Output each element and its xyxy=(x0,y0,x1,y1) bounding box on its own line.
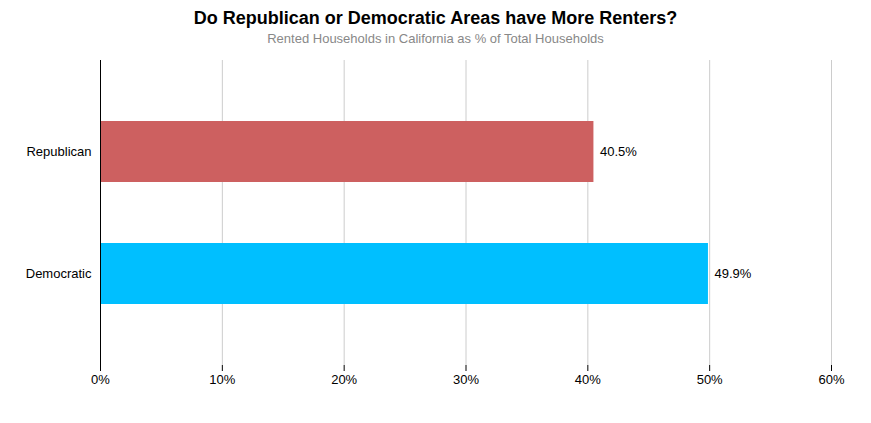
svg-text:Democratic: Democratic xyxy=(26,266,92,281)
html-text:Do Republican or Democratic Ar: Do Republican or Democratic Areas have M… xyxy=(193,8,678,28)
svg-text:40.5%: 40.5% xyxy=(600,144,637,159)
svg-text:50%: 50% xyxy=(697,372,723,387)
svg-text:10%: 10% xyxy=(209,372,235,387)
svg-text:30%: 30% xyxy=(453,372,479,387)
svg-text:0%: 0% xyxy=(91,372,110,387)
svg-text:Republican: Republican xyxy=(26,144,91,159)
html-text:Rented Households in Californi: Rented Households in California as % of … xyxy=(267,31,604,46)
svg-text:60%: 60% xyxy=(818,372,844,387)
svg-text:40%: 40% xyxy=(575,372,601,387)
svg-text:20%: 20% xyxy=(331,372,357,387)
svg-text:49.9%: 49.9% xyxy=(714,266,751,281)
